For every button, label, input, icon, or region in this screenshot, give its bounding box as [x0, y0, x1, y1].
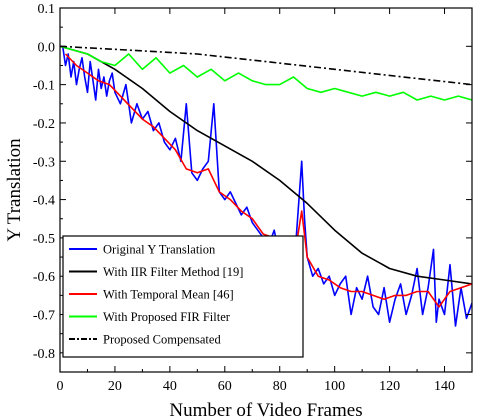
- legend-label-5: Proposed Compensated: [103, 333, 221, 347]
- x-tick-label: 40: [163, 379, 177, 394]
- x-tick-label: 80: [273, 379, 287, 394]
- legend-box: [62, 235, 304, 358]
- series-line-1: [61, 46, 472, 327]
- x-axis-label: Number of Video Frames: [169, 400, 362, 420]
- y-tick-label: -0.3: [33, 155, 55, 170]
- y-tick-label: -0.7: [33, 309, 55, 324]
- series-line-5: [60, 45, 472, 86]
- x-tick-label: 120: [379, 379, 400, 394]
- y-tick-label: -0.1: [33, 79, 55, 94]
- y-tick-label: -0.4: [33, 194, 55, 209]
- legend-label-2: With IIR Filter Method [19]: [103, 265, 243, 279]
- y-tick-label: 0.1: [38, 2, 56, 17]
- legend-label-4: With Proposed FIR Filter: [103, 310, 231, 324]
- legend-label-1: Original Y Translation: [103, 243, 216, 257]
- axes: 0 20 40 60 80 100 120 140 0.1 0.0 -0.1 -0.2 -0.3 -0.4…: [33, 2, 473, 394]
- y-tick-label: -0.5: [33, 232, 55, 247]
- x-tick-label: 0: [57, 379, 64, 394]
- y-axis-label: Y Translation: [4, 138, 25, 242]
- series-line-2: [60, 45, 472, 285]
- y-tick-label: 0.0: [38, 40, 56, 55]
- x-tick-label: 140: [434, 379, 455, 394]
- legend: Original Y Translation With IIR Filter Me…: [62, 235, 304, 358]
- x-tick-label: 20: [108, 379, 122, 394]
- y-tick-label: -0.6: [33, 270, 55, 285]
- legend-label-3: With Temporal Mean [46]: [103, 288, 234, 302]
- y-tick-label: -0.8: [33, 347, 55, 362]
- plot-frame: [59, 7, 473, 373]
- series-line-4: [60, 45, 472, 101]
- x-tick-label: 60: [218, 379, 232, 394]
- x-tick-label: 100: [324, 379, 345, 394]
- y-tick-label: -0.2: [33, 117, 55, 132]
